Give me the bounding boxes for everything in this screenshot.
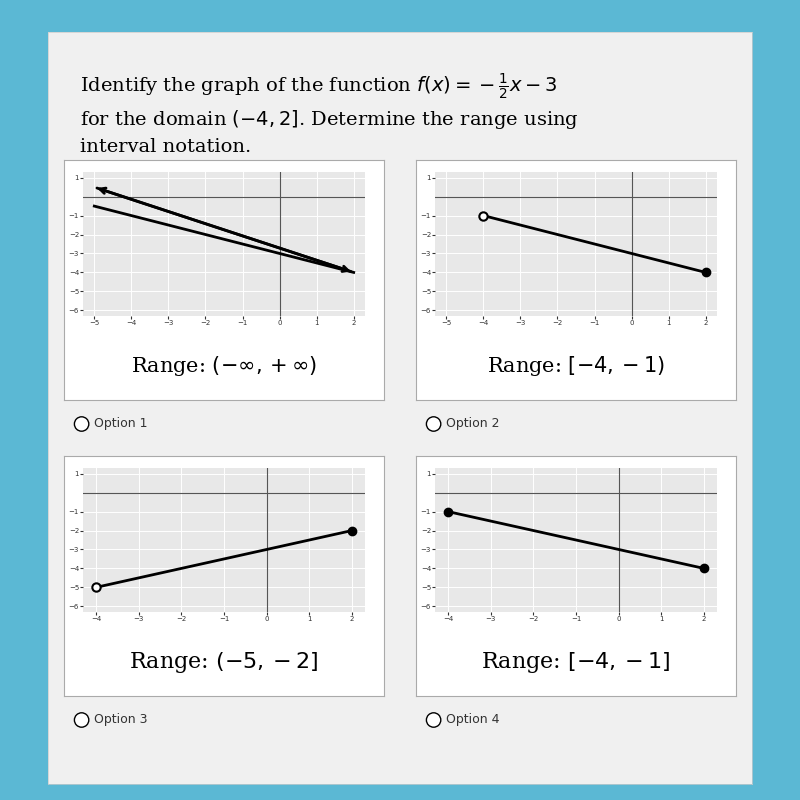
Text: Option 3: Option 3: [94, 714, 148, 726]
Text: Option 1: Option 1: [94, 418, 148, 430]
Text: Identify the graph of the function $f(x) = -\frac{1}{2}x - 3$: Identify the graph of the function $f(x)…: [80, 72, 558, 102]
Text: Range: $[-4,-1]$: Range: $[-4,-1]$: [482, 650, 670, 675]
Text: Range: $(-5,-2]$: Range: $(-5,-2]$: [130, 650, 318, 675]
Text: interval notation.: interval notation.: [80, 138, 251, 155]
Text: Range: $[-4,-1)$: Range: $[-4,-1)$: [487, 354, 665, 378]
Text: Range: $(-\infty,+\infty)$: Range: $(-\infty,+\infty)$: [131, 354, 317, 378]
Text: Option 2: Option 2: [446, 418, 500, 430]
Text: Option 4: Option 4: [446, 714, 500, 726]
Text: for the domain $(-4, 2]$. Determine the range using: for the domain $(-4, 2]$. Determine the …: [80, 108, 578, 131]
